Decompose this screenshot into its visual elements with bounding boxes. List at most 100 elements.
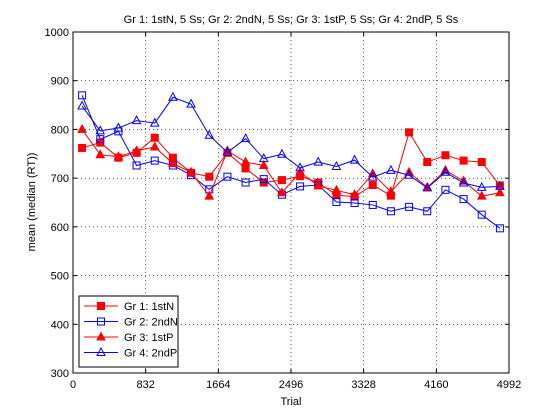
data-point-triangle (367, 171, 378, 181)
data-point-triangle (476, 181, 487, 191)
data-point-square (205, 172, 214, 181)
x-tick-label: 2496 (279, 379, 303, 391)
data-point-square (96, 135, 105, 144)
data-point-triangle (222, 146, 233, 156)
legend-label: Gr 3: 1stP (124, 332, 174, 344)
series-2 (78, 91, 504, 233)
y-tick-label: 400 (51, 319, 69, 331)
data-point-triangle (349, 189, 360, 199)
data-point-square (459, 195, 468, 204)
data-point-triangle (495, 187, 505, 197)
data-point-triangle (313, 180, 324, 190)
y-tick-label: 600 (51, 222, 69, 234)
data-point-triangle (113, 151, 124, 161)
y-tick-label: 700 (51, 173, 69, 185)
legend-label: Gr 4: 2ndP (124, 348, 177, 360)
data-point-square (459, 156, 468, 165)
data-point-triangle (386, 186, 396, 196)
data-point-triangle (476, 190, 487, 200)
data-point-square (223, 172, 232, 181)
data-point-square (241, 164, 250, 173)
data-point-triangle (77, 100, 87, 110)
data-point-square (405, 128, 414, 137)
data-point-square (368, 200, 377, 209)
data-point-triangle (240, 156, 251, 166)
data-point-triangle (96, 331, 106, 341)
data-point-square (97, 317, 105, 326)
data-point-triangle (295, 166, 305, 176)
data-point-triangle (186, 98, 196, 108)
data-point-triangle (168, 157, 178, 168)
data-point-triangle (331, 160, 342, 170)
x-tick-label: 4160 (424, 379, 448, 391)
data-point-triangle (131, 115, 142, 125)
chart-title: Gr 1: 1stN, 5 Ss; Gr 2: 2ndN, 5 Ss; Gr 3… (124, 14, 459, 26)
data-point-square (350, 198, 359, 207)
data-point-triangle (149, 117, 160, 127)
data-point-square (477, 158, 486, 167)
data-point-triangle (295, 162, 305, 172)
legend-item: Gr 3: 1stP (84, 331, 174, 344)
data-point-triangle (113, 122, 124, 132)
legend-label: Gr 1: 1stN (124, 301, 174, 313)
y-tick-label: 300 (51, 368, 69, 380)
x-tick-label: 832 (136, 379, 154, 391)
x-tick-label: 4992 (497, 379, 521, 391)
data-point-triangle (349, 154, 360, 164)
data-point-square (97, 302, 105, 310)
data-point-square (78, 91, 87, 100)
legend-item: Gr 4: 2ndP (84, 346, 177, 360)
y-tick-label: 500 (51, 271, 69, 283)
data-point-triangle (440, 166, 451, 176)
data-point-square (332, 198, 341, 207)
data-point-triangle (422, 182, 433, 192)
data-point-square (259, 175, 268, 184)
x-tick-label: 3328 (351, 379, 375, 391)
data-point-triangle (404, 169, 414, 179)
series-group (77, 91, 505, 233)
data-point-triangle (186, 166, 196, 176)
data-point-triangle (131, 145, 142, 155)
x-tick-label: 0 (70, 379, 76, 391)
data-point-square (277, 176, 286, 185)
legend-box (78, 295, 179, 368)
data-point-triangle (277, 187, 287, 197)
data-point-square (132, 161, 141, 170)
data-point-triangle (258, 159, 269, 169)
y-axis-label: mean (median (RT)) (26, 153, 38, 252)
data-point-triangle (386, 164, 396, 174)
data-point-square (441, 151, 450, 160)
legend: Gr 1: 1stN Gr 2: 2ndN Gr 3: 1stP Gr 4: 2ndP (78, 295, 179, 368)
data-point-square (150, 156, 159, 165)
data-point-triangle (204, 129, 215, 139)
y-tick-label: 1000 (45, 27, 69, 39)
data-point-square (241, 178, 250, 187)
y-tick-label: 800 (51, 124, 69, 136)
data-point-square (78, 143, 87, 152)
data-point-triangle (95, 125, 106, 135)
legend-item: Gr 1: 1stN (84, 301, 174, 313)
data-point-square (495, 224, 504, 233)
data-point-triangle (258, 153, 269, 163)
y-tick-label: 900 (51, 76, 69, 88)
data-point-square (368, 180, 377, 189)
data-point-triangle (95, 149, 106, 159)
data-point-triangle (240, 133, 251, 143)
data-point-triangle (277, 148, 287, 158)
axis-ticks: 0 832 1664 2496 3328 4160 4992 300 400 500 600 700 8… (45, 27, 522, 391)
data-point-triangle (495, 180, 505, 190)
data-point-triangle (77, 123, 87, 133)
data-point-triangle (149, 141, 160, 151)
data-point-square (423, 158, 432, 167)
x-tick-label: 1664 (206, 379, 230, 391)
series-4 (77, 91, 505, 192)
data-point-triangle (331, 184, 342, 194)
legend-label: Gr 2: 2ndN (124, 317, 178, 329)
data-point-square (405, 202, 414, 211)
data-point-square (296, 182, 305, 191)
data-point-triangle (168, 91, 178, 101)
data-point-triangle (313, 156, 324, 166)
data-point-square (423, 207, 432, 216)
legend-item: Gr 2: 2ndN (84, 317, 178, 329)
